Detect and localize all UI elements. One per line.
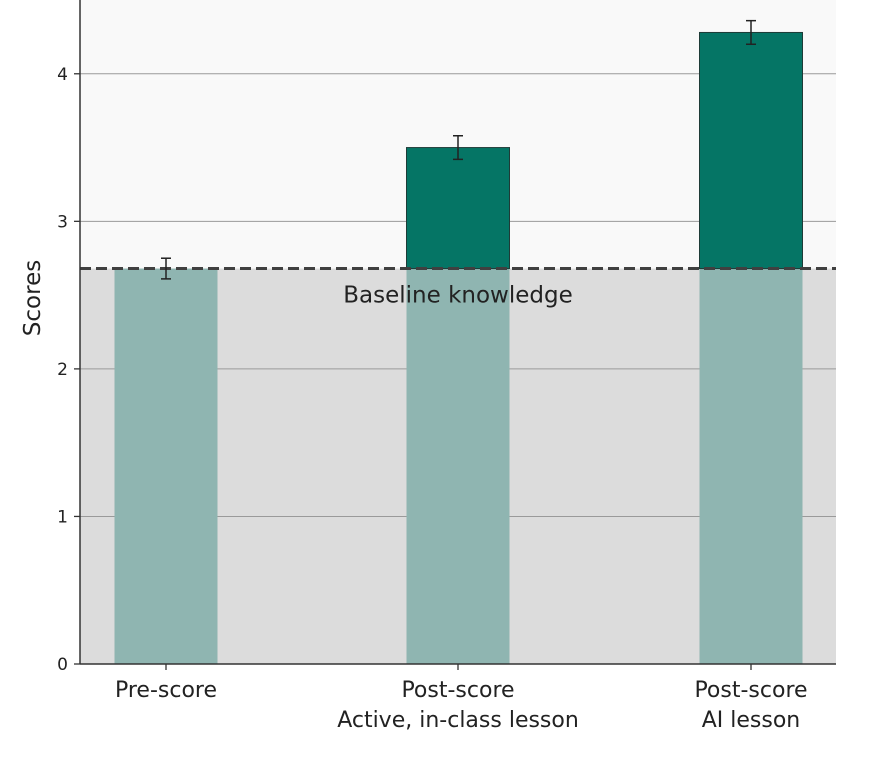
bar-gain [699, 31, 803, 270]
error-bars [161, 19, 756, 280]
error-bar [746, 19, 756, 46]
y-tick-label: 0 [57, 655, 68, 675]
x-tick-label-line2: AI lesson [702, 708, 801, 733]
y-tick-label: 1 [57, 507, 68, 527]
bar-gain [406, 147, 510, 270]
y-tick-label: 4 [57, 65, 68, 85]
y-axis-label: Scores [20, 260, 46, 336]
y-tick-label: 2 [57, 360, 68, 380]
y-tick-label: 3 [57, 212, 68, 232]
bars [114, 31, 803, 664]
error-bar [453, 135, 463, 161]
x-tick-label-line2: Active, in-class lesson [337, 708, 579, 733]
x-tick-label: Pre-score [115, 678, 217, 703]
axes: 0 1 2 3 4 Pre-score Post-score Active, in-class… [57, 0, 836, 733]
baseline-label: Baseline knowledge [343, 283, 573, 309]
bar-base [699, 268, 803, 664]
x-tick-label: Post-score [694, 678, 807, 703]
x-tick-label: Post-score [401, 678, 514, 703]
error-bar [161, 257, 171, 280]
bar-base [114, 268, 218, 664]
bar-base [406, 268, 510, 664]
